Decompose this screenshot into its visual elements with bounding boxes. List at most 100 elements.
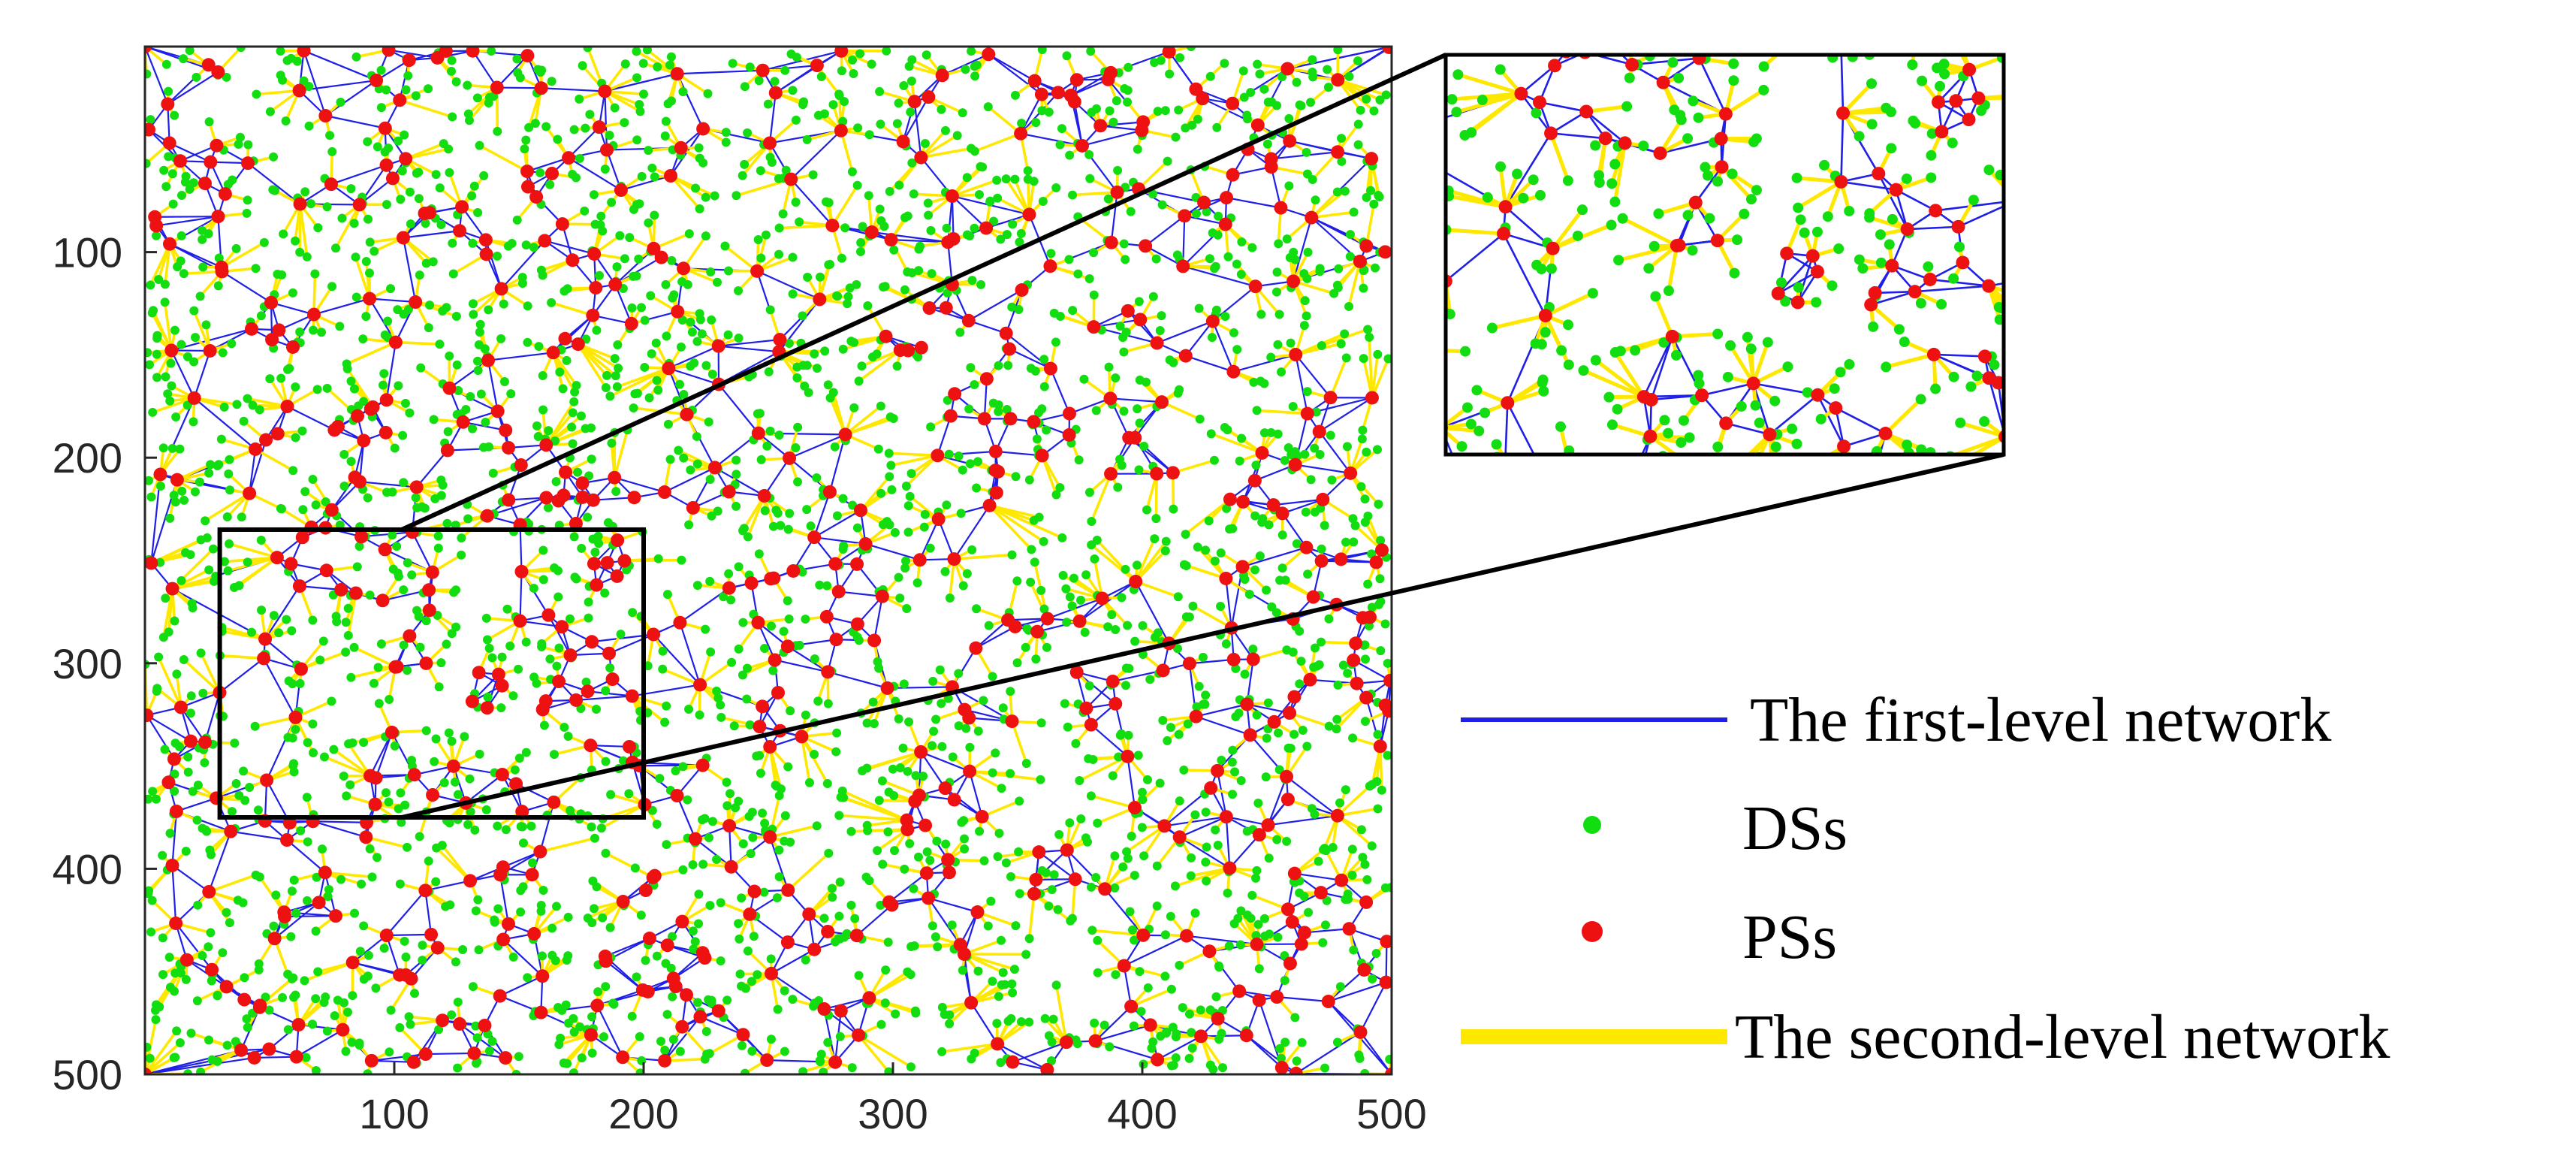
ds-point [960, 844, 970, 853]
ds-point [216, 434, 226, 444]
first-level-link [263, 657, 297, 718]
ds-point [321, 497, 330, 506]
ds-point [335, 322, 345, 331]
ds-point [911, 1008, 921, 1018]
ds-point [488, 468, 498, 478]
ds-point [788, 289, 798, 299]
ds-point [442, 639, 451, 649]
ds-point [1296, 657, 1306, 666]
ds-point [905, 838, 915, 848]
ds-point [920, 509, 930, 519]
ds-point [1232, 345, 1242, 355]
ds-point [201, 320, 211, 330]
ds-point [692, 581, 702, 591]
second-level-link [333, 748, 372, 778]
first-level-link [487, 352, 554, 361]
ds-point [731, 191, 741, 201]
first-level-link [920, 751, 946, 789]
ds-point [1124, 730, 1133, 740]
ds-point [1127, 925, 1137, 935]
first-level-link [676, 795, 696, 840]
ds-point [683, 795, 692, 805]
ds-point [269, 611, 279, 621]
second-level-link [171, 568, 210, 591]
ds-point [544, 503, 554, 512]
ds-point [1249, 377, 1259, 387]
ds-point [206, 850, 216, 859]
ds-point [1292, 77, 1302, 87]
ds-point [243, 557, 252, 567]
ds-point [854, 376, 864, 386]
second-level-link [868, 973, 912, 999]
ds-point [405, 187, 415, 197]
ds-point [204, 1035, 214, 1045]
ds-point [265, 107, 275, 116]
ds-point [547, 77, 557, 86]
ds-point [958, 581, 968, 591]
ds-point [1216, 548, 1226, 557]
ds-point [595, 270, 605, 280]
first-level-link [1318, 430, 1352, 474]
ds-point [894, 714, 903, 723]
first-level-link [596, 1004, 624, 1058]
ds-point [1254, 964, 1264, 974]
ds-point [385, 1047, 394, 1057]
ds-point [1280, 455, 1290, 465]
ds-point [392, 542, 402, 551]
first-level-link [824, 997, 870, 1010]
ds-point [1039, 604, 1049, 614]
first-level-link [264, 585, 300, 640]
ds-point [928, 676, 938, 686]
first-level-link [254, 1056, 297, 1059]
ds-point [1301, 507, 1311, 517]
first-level-link [171, 811, 178, 865]
ds-point [264, 1005, 274, 1015]
first-level-link [969, 771, 983, 817]
ds-point [1036, 775, 1045, 784]
first-level-link [249, 440, 267, 494]
ds-point [472, 93, 482, 103]
ds-point [876, 1019, 886, 1029]
ds-point [364, 268, 374, 278]
second-level-link [303, 961, 354, 982]
first-level-link [614, 476, 665, 494]
ds-point [581, 424, 590, 433]
ds-point [155, 482, 165, 491]
ds-point [1124, 663, 1134, 673]
ds-point [186, 691, 196, 701]
first-level-link [653, 633, 701, 686]
ds-point [463, 80, 472, 90]
ds-point [832, 511, 842, 521]
second-level-link [192, 310, 212, 352]
ds-point [707, 511, 716, 521]
ds-point [291, 433, 300, 443]
first-level-link [838, 591, 882, 597]
ds-point [925, 543, 935, 553]
ds-point [660, 717, 670, 727]
first-level-link [988, 53, 1042, 95]
ds-point [385, 695, 394, 705]
ds-point [776, 521, 786, 530]
ds-point [688, 926, 698, 936]
first-level-link [827, 671, 888, 689]
ds-point [376, 65, 386, 75]
first-level-link [1268, 814, 1338, 826]
ds-point [1075, 775, 1084, 785]
ds-point [298, 505, 308, 515]
ds-point [386, 1005, 396, 1015]
ds-point [815, 580, 825, 590]
ds-point [250, 721, 260, 731]
ds-point [347, 1038, 357, 1047]
ds-point [279, 229, 288, 239]
ds-point [651, 338, 661, 348]
second-level-link [1172, 459, 1215, 475]
ds-point [458, 944, 468, 954]
ds-point [1222, 503, 1232, 513]
first-level-link [155, 216, 219, 218]
ds-point [1130, 935, 1139, 945]
ds-point [236, 47, 246, 53]
ds-point [823, 380, 833, 390]
ds-point [1214, 211, 1223, 221]
ds-point [798, 1067, 808, 1074]
